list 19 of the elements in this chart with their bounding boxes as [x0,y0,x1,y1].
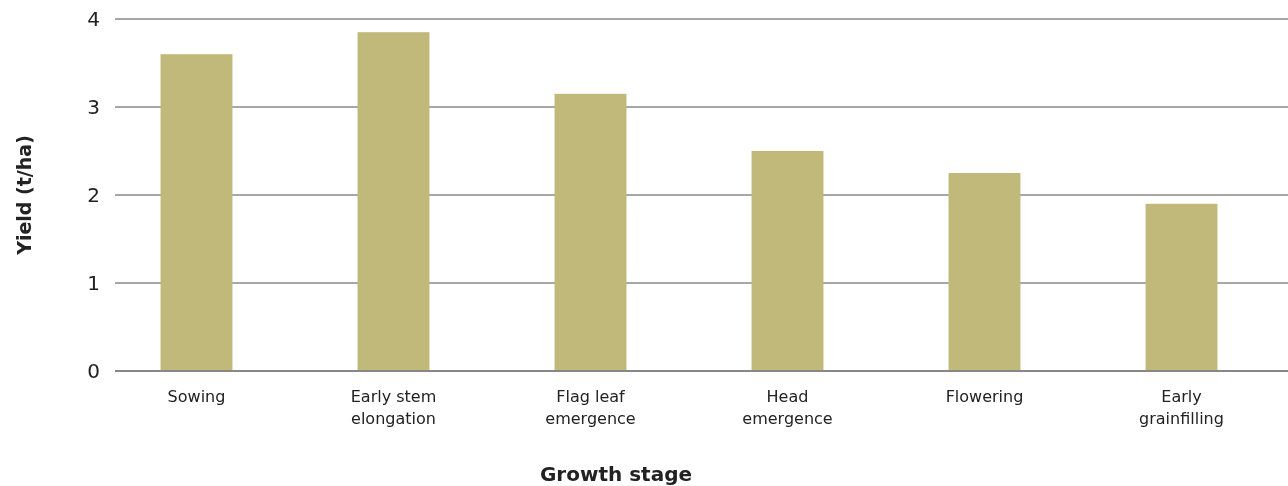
y-tick-label: 0 [87,359,100,383]
y-tick-label: 2 [87,183,100,207]
bar [357,32,430,371]
bar [160,54,233,371]
bar [948,173,1021,371]
y-tick-label: 3 [87,95,100,119]
y-tick-label: 1 [87,271,100,295]
bar [751,151,824,371]
x-tick-label: Head emergence [742,387,833,428]
x-tick-label: Early stem elongation [350,387,437,428]
x-axis-title: Growth stage [539,462,693,486]
x-tick-label: Sowing [167,387,226,406]
x-tick-label: Early grainfilling [1139,387,1224,428]
y-tick-label: 4 [87,7,100,31]
y-axis-title: Yield (t/ha) [13,135,35,256]
bar [554,93,627,371]
x-tick-label: Flowering [945,387,1024,406]
x-tick-label: Flag leaf emergence [545,387,636,428]
bar [1145,203,1218,371]
